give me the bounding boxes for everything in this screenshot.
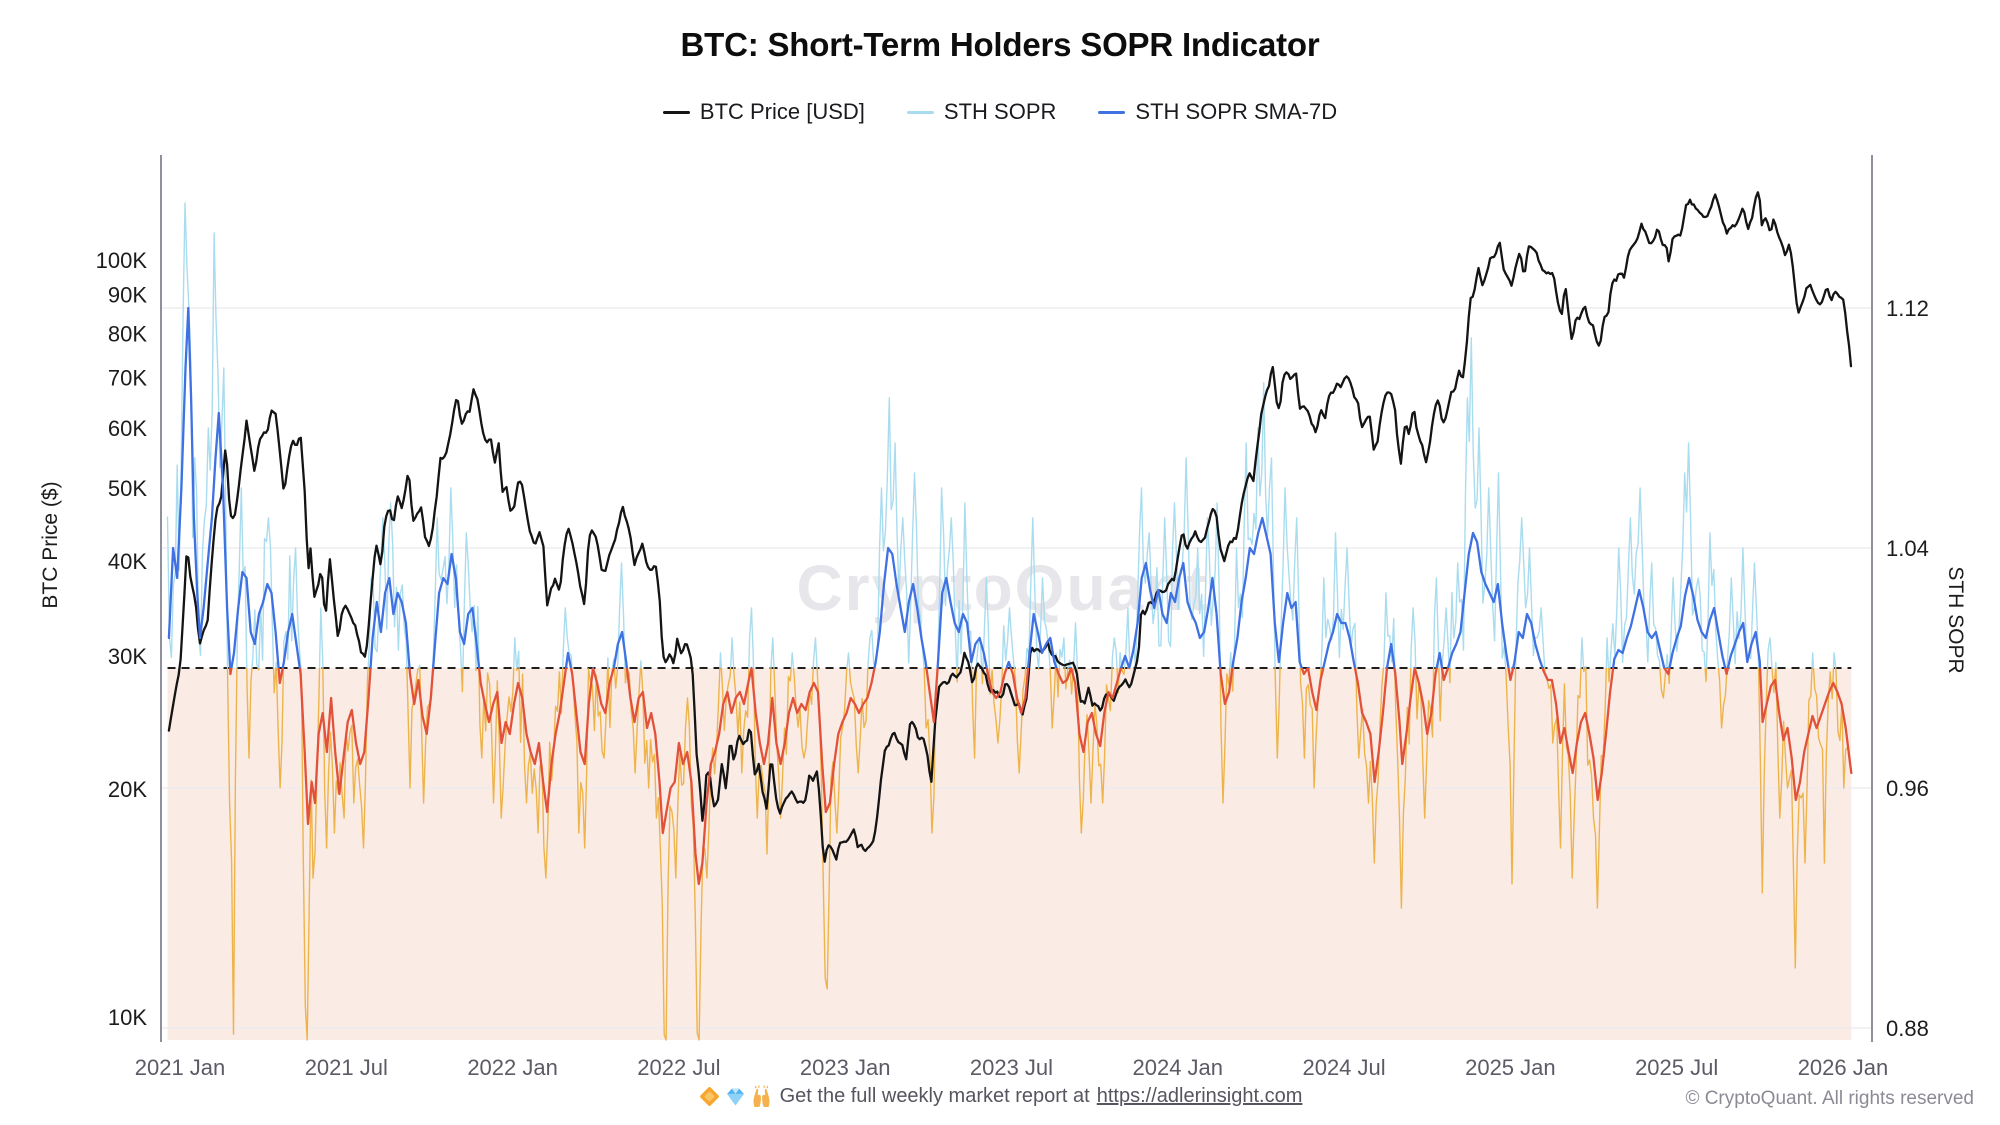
legend-swatch-icon xyxy=(906,110,934,114)
x-tick-label: 2022 Jul xyxy=(637,1055,720,1080)
x-tick-label: 2022 Jan xyxy=(467,1055,558,1080)
chart-title: BTC: Short-Term Holders SOPR Indicator xyxy=(680,26,1320,63)
y-left-tick-label: 70K xyxy=(108,365,147,390)
y-left-axis-title: BTC Price ($) xyxy=(39,481,62,608)
legend-swatch-icon xyxy=(662,110,690,114)
y-right-axis-title: STH SOPR xyxy=(1944,566,1967,673)
legend-label: STH SOPR xyxy=(943,99,1057,124)
watermark: CryptoQuant xyxy=(796,552,1209,624)
legend-item-0: BTC Price [USD] xyxy=(662,99,865,125)
chart-legend: BTC Price [USD] STH SOPR STH SOPR SMA-7D xyxy=(0,99,2000,125)
series-sth-sopr-above xyxy=(166,202,1837,668)
y-left-tick-label: 10K xyxy=(108,1005,147,1030)
y-right-tick-label: 1.04 xyxy=(1886,536,1929,561)
series-sth-sopr-sma-below xyxy=(228,668,1853,886)
x-tick-label: 2025 Jul xyxy=(1635,1055,1718,1080)
x-tick-label: 2021 Jan xyxy=(135,1055,226,1080)
x-tick-label: 2025 Jan xyxy=(1465,1055,1556,1080)
sopr-below-one-region xyxy=(167,668,1852,1040)
x-tick-label: 2023 Jan xyxy=(800,1055,891,1080)
legend-label: STH SOPR SMA-7D xyxy=(1135,99,1338,124)
gem-icon xyxy=(726,1088,744,1106)
y-left-tick-label: 100K xyxy=(96,248,148,273)
y-left-tick-label: 30K xyxy=(108,644,147,669)
promo-icons xyxy=(698,1085,773,1108)
promo-link[interactable]: https://adlerinsight.com xyxy=(1096,1085,1303,1107)
y-left-tick-label: 20K xyxy=(108,777,147,802)
x-tick-label: 2023 Jul xyxy=(970,1055,1053,1080)
promo-text: Get the full weekly market report at xyxy=(779,1085,1090,1107)
y-left-tick-label: 40K xyxy=(108,549,147,574)
x-tick-label: 2026 Jan xyxy=(1798,1055,1889,1080)
copyright: © CryptoQuant. All rights reserved xyxy=(1685,1088,1974,1109)
x-tick-label: 2024 Jan xyxy=(1133,1055,1224,1080)
footer-promo: Get the full weekly market report at htt… xyxy=(0,1085,2000,1108)
orange-diamond-icon xyxy=(699,1087,719,1106)
legend-item-2: STH SOPR SMA-7D xyxy=(1098,99,1337,125)
series-btc-price xyxy=(167,191,1853,863)
y-left-tick-label: 90K xyxy=(108,283,147,308)
y-left-tick-label: 50K xyxy=(108,476,147,501)
legend-swatch-icon xyxy=(1098,110,1126,114)
y-right-tick-label: 0.96 xyxy=(1886,776,1929,801)
series-sth-sopr-sma-above xyxy=(167,306,1762,668)
y-right-tick-label: 1.12 xyxy=(1886,296,1929,321)
series-sth-sopr-below xyxy=(226,668,1851,1041)
legend-item-1: STH SOPR xyxy=(906,99,1057,125)
y-right-tick-label: 0.88 xyxy=(1886,1016,1929,1041)
legend-label: BTC Price [USD] xyxy=(699,99,865,124)
x-tick-label: 2021 Jul xyxy=(305,1055,388,1080)
x-tick-label: 2024 Jul xyxy=(1302,1055,1385,1080)
y-left-tick-label: 60K xyxy=(108,416,147,441)
raised-hands-icon xyxy=(753,1085,770,1107)
y-left-tick-label: 80K xyxy=(108,321,147,346)
